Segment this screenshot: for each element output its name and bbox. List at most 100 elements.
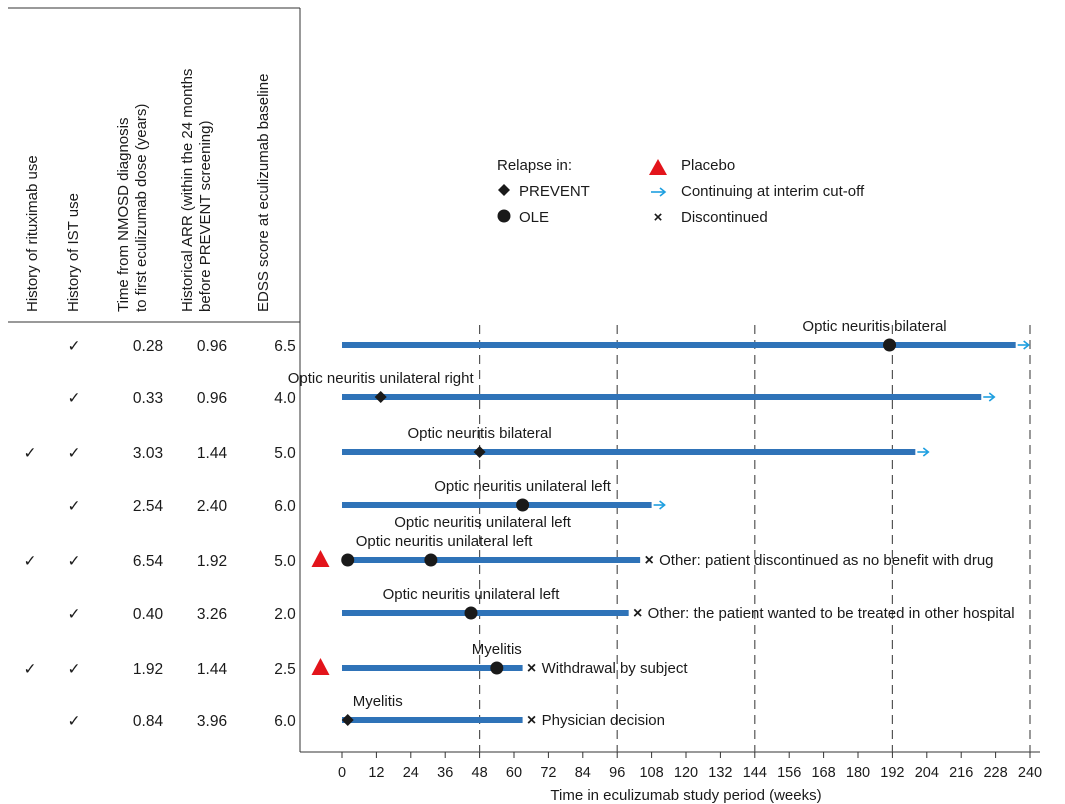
table-cell-ist: ✓	[68, 606, 81, 623]
continuing-arrowhead	[922, 447, 930, 457]
table-cell-edss: 6.5	[274, 338, 296, 355]
column-header-line: History of rituximab use	[24, 155, 41, 312]
table-cell-edss: 6.0	[274, 713, 296, 730]
relapse-ole-marker	[424, 553, 438, 567]
relapse-ole-marker	[883, 338, 897, 352]
x-tick-label: 72	[540, 765, 556, 781]
relapse-label: Optic neuritis unilateral left	[356, 533, 534, 550]
relapse-ole-marker	[490, 661, 504, 675]
x-tick-label: 204	[915, 765, 939, 781]
legend-relapse-title: Relapse in:	[497, 157, 572, 174]
x-tick-label: 36	[437, 765, 453, 781]
column-header-line: EDSS score at eculizumab baseline	[255, 74, 272, 312]
discontinuation-reason: Other: patient discontinued as no benefi…	[659, 552, 993, 569]
table-cell-ist: ✓	[68, 713, 81, 730]
discontinued-marker: ×	[644, 552, 653, 569]
table-cell-time_dx: 0.33	[133, 390, 163, 407]
x-tick-label: 216	[949, 765, 973, 781]
legend-ole-marker	[497, 209, 511, 223]
discontinuation-reason: Other: the patient wanted to be treated …	[648, 605, 1015, 622]
relapse-ole-marker	[341, 553, 355, 567]
table-cell-ist: ✓	[68, 338, 81, 355]
table-cell-arr: 1.44	[197, 445, 228, 462]
x-tick-label: 144	[743, 765, 767, 781]
table-cell-edss: 2.0	[274, 606, 296, 623]
x-tick-label: 132	[708, 765, 732, 781]
table-cell-edss: 6.0	[274, 498, 296, 515]
table-cell-edss: 5.0	[274, 553, 296, 570]
table-cell-time_dx: 3.03	[133, 445, 163, 462]
discontinued-marker: ×	[527, 660, 536, 677]
column-header-line: Historical ARR (within the 24 months	[179, 69, 196, 312]
relapse-label: Myelitis	[472, 641, 522, 658]
x-tick-label: 0	[338, 765, 346, 781]
relapse-label: Myelitis	[353, 693, 403, 710]
x-tick-label: 156	[777, 765, 801, 781]
relapse-ole-marker	[516, 498, 530, 512]
x-tick-label: 48	[472, 765, 488, 781]
table-cell-edss: 5.0	[274, 445, 296, 462]
x-tick-label: 84	[575, 765, 591, 781]
placebo-marker	[311, 658, 330, 675]
x-tick-label: 12	[368, 765, 384, 781]
x-tick-label: 120	[674, 765, 698, 781]
table-cell-time_dx: 0.84	[133, 713, 164, 730]
table-cell-time_dx: 2.54	[133, 498, 164, 515]
table-cell-arr: 3.96	[197, 713, 227, 730]
table-cell-rituximab: ✓	[24, 661, 37, 678]
table-cell-arr: 0.96	[197, 338, 227, 355]
discontinued-marker: ×	[527, 712, 536, 729]
placebo-marker	[311, 550, 330, 567]
x-tick-label: 96	[609, 765, 625, 781]
x-tick-label: 228	[983, 765, 1007, 781]
table-cell-ist: ✓	[68, 498, 81, 515]
relapse-ole-marker	[464, 606, 478, 620]
relapse-label: Optic neuritis unilateral left	[383, 586, 561, 603]
relapse-label: Optic neuritis bilateral	[802, 318, 946, 335]
table-cell-edss: 4.0	[274, 390, 296, 407]
table-cell-ist: ✓	[68, 445, 81, 462]
table-cell-edss: 2.5	[274, 661, 296, 678]
table-cell-time_dx: 0.40	[133, 606, 164, 623]
legend-ole-label: OLE	[519, 209, 549, 226]
discontinued-marker: ×	[633, 605, 642, 622]
relapse-prevent-marker	[473, 446, 486, 458]
legend-continuing-arrowhead	[659, 187, 667, 197]
legend-placebo-marker	[649, 159, 667, 175]
table-cell-arr: 1.44	[197, 661, 228, 678]
x-axis-title: Time in eculizumab study period (weeks)	[550, 787, 821, 804]
x-tick-label: 180	[846, 765, 870, 781]
column-header-line: History of IST use	[65, 193, 82, 312]
column-header-line: Time from NMOSD diagnosis	[115, 118, 132, 313]
table-cell-arr: 1.92	[197, 553, 227, 570]
relapse-label: Optic neuritis unilateral right	[288, 370, 475, 387]
discontinuation-reason: Withdrawal by subject	[542, 660, 689, 677]
table-cell-time_dx: 6.54	[133, 553, 164, 570]
x-tick-label: 60	[506, 765, 522, 781]
legend-continuing-label: Continuing at interim cut-off	[681, 183, 865, 200]
x-tick-label: 192	[880, 765, 904, 781]
column-header-line: before PREVENT screening)	[197, 121, 214, 312]
continuing-arrowhead	[659, 500, 666, 510]
table-cell-arr: 3.26	[197, 606, 227, 623]
discontinuation-reason: Physician decision	[542, 712, 665, 729]
legend-discontinued-label: Discontinued	[681, 209, 768, 226]
table-cell-arr: 0.96	[197, 390, 227, 407]
relapse-label: Optic neuritis unilateral left	[394, 514, 572, 531]
table-cell-time_dx: 1.92	[133, 661, 163, 678]
table-cell-ist: ✓	[68, 553, 81, 570]
x-tick-label: 240	[1018, 765, 1042, 781]
column-header-line: to first eculizumab dose (years)	[133, 104, 150, 312]
legend-prevent-marker	[498, 184, 510, 196]
table-cell-rituximab: ✓	[24, 553, 37, 570]
relapse-prevent-marker	[374, 391, 387, 403]
relapse-label: Optic neuritis unilateral left	[434, 478, 612, 495]
column-header-edss: EDSS score at eculizumab baseline	[255, 74, 272, 312]
x-tick-label: 24	[403, 765, 419, 781]
column-header-time_dx: Time from NMOSD diagnosisto first eculiz…	[115, 104, 150, 312]
legend-discontinued-marker: ×	[654, 209, 663, 226]
table-cell-ist: ✓	[68, 661, 81, 678]
x-tick-label: 168	[811, 765, 835, 781]
continuing-arrowhead	[1023, 340, 1030, 350]
